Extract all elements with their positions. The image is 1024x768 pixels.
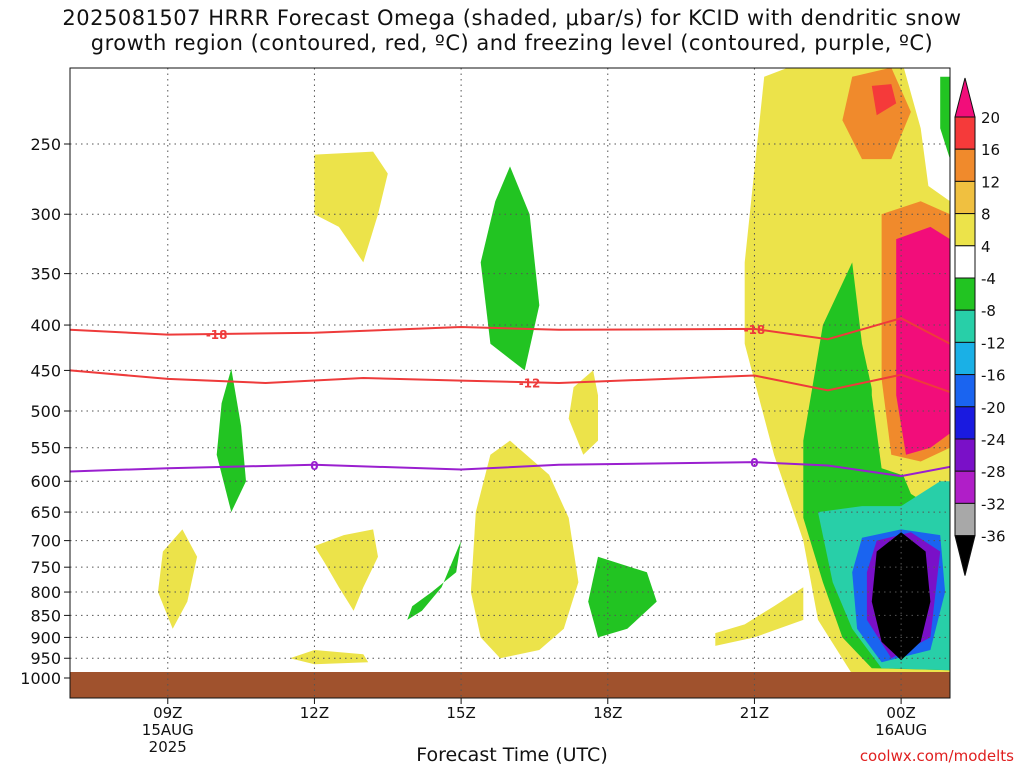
y-tick-label-900: 900: [30, 628, 61, 647]
y-tick-label-450: 450: [30, 361, 61, 380]
colorbar-swatch-11: [954, 438, 976, 472]
colorbar: 20 16 12 8 4 -4 -8 -12 -16 -20 -24 -28 -32 -36: [954, 77, 1006, 576]
y-tick-label-300: 300: [30, 205, 61, 224]
colorbar-top-arrow: [954, 77, 976, 118]
colorbar-swatch-3: [954, 180, 976, 215]
y-tick-label-500: 500: [30, 402, 61, 421]
contour-line--12: [70, 369, 950, 394]
x-tick-label-09Z: 09Z: [153, 704, 182, 722]
y-tick-label-1000: 1000: [20, 669, 61, 688]
omega-region--8: [588, 556, 657, 638]
contour-label-0: 0: [750, 456, 758, 470]
x-tick-label-18Z: 18Z: [593, 704, 622, 722]
x-tick-sublabel-2025: 2025: [149, 738, 187, 756]
colorbar-label--16: -16: [981, 367, 1006, 385]
omega-shading: [158, 68, 950, 678]
colorbar-label--12: -12: [981, 334, 1006, 352]
colorbar-swatch-7: [954, 309, 976, 343]
y-tick-label-400: 400: [30, 316, 61, 335]
colorbar-swatch-10: [954, 406, 976, 440]
contour-label--18: -18: [206, 328, 228, 342]
colorbar-label--36: -36: [981, 528, 1006, 546]
contour-label--18: -18: [744, 323, 766, 337]
contour-label--12: -12: [519, 376, 541, 390]
colorbar-swatch-6: [954, 277, 976, 311]
colorbar-label-16: 16: [981, 141, 1000, 159]
colorbar-label--8: -8: [981, 302, 996, 320]
x-tick-label-21Z: 21Z: [740, 704, 769, 722]
omega-region--8: [480, 166, 540, 371]
colorbar-swatch-2: [954, 148, 976, 182]
omega-region-4: [314, 151, 388, 263]
title-line-1: 2025081507 HRRR Forecast Omega (shaded, …: [62, 6, 962, 30]
colorbar-label-20: 20: [981, 109, 1000, 127]
colorbar-bottom-arrow: [954, 535, 976, 576]
y-tick-label-600: 600: [30, 472, 61, 491]
colorbar-label--28: -28: [981, 463, 1006, 481]
title-line-2: growth region (contoured, red, ºC) and f…: [90, 31, 934, 55]
omega-region-20: [896, 226, 950, 455]
y-tick-label-700: 700: [30, 532, 61, 551]
colorbar-swatch-8: [954, 341, 976, 376]
y-tick-label-650: 650: [30, 503, 61, 522]
colorbar-label-12: 12: [981, 173, 1000, 191]
colorbar-swatch-5: [954, 245, 976, 279]
omega-region-4: [290, 650, 369, 665]
contour-label-0: 0: [310, 459, 318, 473]
y-tick-label-750: 750: [30, 558, 61, 577]
temperature-contours: -18 -18 -12 0 0: [70, 317, 950, 478]
y-tick-label-850: 850: [30, 606, 61, 625]
plot-frame: [69, 67, 951, 699]
y-tick-label-350: 350: [30, 265, 61, 284]
colorbar-label-8: 8: [981, 206, 991, 224]
colorbar-label--32: -32: [981, 495, 1006, 513]
contour-line--18: [70, 317, 950, 345]
colorbar-label--4: -4: [981, 270, 996, 288]
chart-title: 2025081507 HRRR Forecast Omega (shaded, …: [0, 6, 1024, 56]
pressure-axis: 250 300 350 400 450 500 550 600 650 700 750 800 850 9…: [20, 135, 70, 688]
credit-text: coolwx.com/modelts: [859, 747, 1014, 765]
omega-region--8: [216, 368, 246, 513]
y-tick-label-800: 800: [30, 583, 61, 602]
x-tick-label-12Z: 12Z: [300, 704, 329, 722]
contour-line-0: [70, 461, 950, 478]
colorbar-swatch-13: [954, 502, 976, 537]
colorbar-swatch-9: [954, 374, 976, 408]
x-tick-sublabel-15AUG: 15AUG: [142, 721, 194, 739]
colorbar-swatch-12: [954, 470, 976, 504]
x-tick-sublabel-16AUG: 16AUG: [875, 721, 927, 739]
colorbar-swatch-1: [954, 116, 976, 150]
x-axis-label: Forecast Time (UTC): [416, 744, 608, 766]
x-tick-label-00Z: 00Z: [886, 704, 915, 722]
omega-region-4: [314, 529, 378, 611]
colorbar-label--24: -24: [981, 431, 1006, 449]
ground-surface: [70, 672, 950, 698]
omega-region-4: [470, 440, 579, 659]
omega-region--8: [940, 76, 950, 160]
y-tick-label-950: 950: [30, 649, 61, 668]
x-tick-label-15Z: 15Z: [446, 704, 475, 722]
y-tick-label-550: 550: [30, 439, 61, 458]
omega-region--8: [407, 540, 462, 620]
colorbar-swatch-4: [954, 213, 976, 247]
colorbar-label-4: 4: [981, 238, 991, 256]
grid-lines: [70, 68, 950, 698]
y-tick-label-250: 250: [30, 135, 61, 154]
omega-region-4: [158, 529, 198, 629]
colorbar-label--20: -20: [981, 399, 1006, 417]
omega-region-4: [568, 370, 598, 455]
omega-region-16: [871, 84, 897, 116]
omega-region-4: [715, 587, 804, 646]
